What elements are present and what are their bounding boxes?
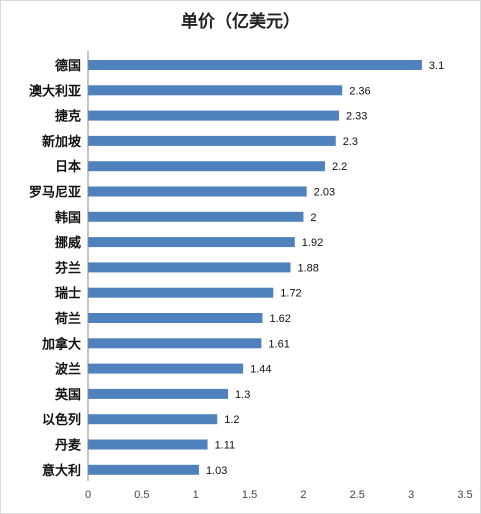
value-label: 1.61 bbox=[268, 338, 289, 350]
category-label: 以色列 bbox=[42, 412, 81, 428]
x-tick-label: 0.5 bbox=[134, 489, 149, 501]
x-tick-label: 1.5 bbox=[242, 489, 257, 501]
bar bbox=[88, 464, 199, 475]
value-label: 1.72 bbox=[280, 288, 301, 300]
bar bbox=[88, 60, 422, 70]
category-label: 丹麦 bbox=[55, 438, 82, 454]
value-label: 1.44 bbox=[250, 364, 271, 376]
category-label: 日本 bbox=[55, 159, 81, 175]
bar bbox=[88, 388, 229, 399]
category-label: 荷兰 bbox=[54, 311, 81, 327]
bar bbox=[88, 85, 343, 96]
bar bbox=[88, 211, 304, 222]
value-label: 1.11 bbox=[215, 440, 236, 452]
bar bbox=[88, 287, 274, 298]
category-label: 加拿大 bbox=[41, 336, 81, 352]
category-label: 澳大利亚 bbox=[29, 83, 81, 99]
bar bbox=[88, 338, 262, 349]
bar bbox=[88, 135, 336, 146]
category-label: 挪威 bbox=[55, 235, 81, 251]
value-label: 2 bbox=[310, 212, 316, 224]
value-label: 3.1 bbox=[429, 60, 444, 72]
value-label: 1.62 bbox=[269, 313, 290, 325]
category-label: 新加坡 bbox=[42, 134, 82, 150]
x-tick-label: 1 bbox=[193, 489, 199, 501]
category-label: 罗马尼亚 bbox=[29, 186, 81, 201]
value-label: 1.3 bbox=[235, 389, 250, 401]
value-label: 1.92 bbox=[302, 237, 323, 249]
x-tick-label: 0 bbox=[85, 489, 91, 501]
category-label: 芬兰 bbox=[54, 260, 81, 276]
value-label: 2.33 bbox=[346, 111, 367, 123]
value-label: 2.03 bbox=[314, 187, 335, 199]
x-tick-label: 2.5 bbox=[350, 489, 365, 501]
category-label: 德国 bbox=[55, 58, 81, 74]
value-label: 2.36 bbox=[349, 85, 370, 97]
chart-title: 单价（亿美元） bbox=[181, 12, 300, 32]
bar bbox=[88, 363, 244, 374]
bar bbox=[88, 110, 339, 121]
value-label: 2.3 bbox=[343, 136, 358, 148]
category-label: 捷克 bbox=[55, 109, 81, 125]
value-label: 1.2 bbox=[224, 414, 239, 426]
category-label: 英国 bbox=[54, 387, 81, 403]
value-label: 1.88 bbox=[298, 262, 319, 274]
category-label: 韩国 bbox=[55, 210, 81, 226]
bar bbox=[88, 439, 208, 450]
x-tick-label: 2 bbox=[300, 489, 306, 501]
value-label: 1.03 bbox=[206, 465, 227, 477]
bar bbox=[88, 161, 325, 172]
bar bbox=[88, 237, 295, 248]
x-tick-label: 3.5 bbox=[457, 489, 472, 501]
x-tick-label: 3 bbox=[408, 489, 414, 501]
bar bbox=[88, 313, 263, 323]
bar bbox=[88, 262, 291, 273]
value-label: 2.2 bbox=[332, 161, 347, 173]
category-label: 波兰 bbox=[55, 362, 81, 378]
bar bbox=[88, 414, 218, 425]
bar bbox=[88, 186, 307, 197]
category-label: 意大利 bbox=[42, 463, 81, 479]
category-label: 瑞士 bbox=[55, 286, 81, 302]
